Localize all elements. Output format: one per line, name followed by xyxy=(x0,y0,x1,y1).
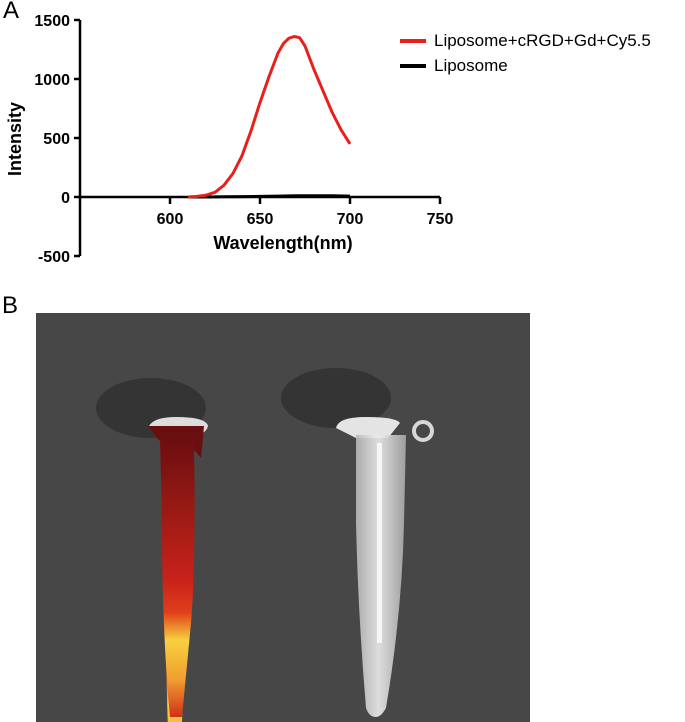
svg-text:Intensity: Intensity xyxy=(5,102,25,176)
legend-label: Liposome xyxy=(434,55,508,75)
series-line xyxy=(187,35,352,199)
series-line xyxy=(188,194,351,199)
svg-text:600: 600 xyxy=(157,211,184,228)
chart-legend: Liposome+cRGD+Gd+Cy5.5 Liposome xyxy=(400,28,651,78)
svg-text:700: 700 xyxy=(337,211,364,228)
svg-text:Wavelength(nm): Wavelength(nm) xyxy=(213,233,352,253)
legend-swatch-black xyxy=(400,63,426,68)
legend-item-cy55: Liposome+cRGD+Gd+Cy5.5 xyxy=(400,28,651,53)
panel-label-b: B xyxy=(2,292,19,319)
chart-axes: -500 0 500 1000 1500 600 650 700 750 Wavelength(n… xyxy=(5,13,453,266)
clear-tube xyxy=(336,417,434,717)
spectrum-chart: -500 0 500 1000 1500 600 650 700 750 Wavelength(n… xyxy=(5,13,453,266)
chart-series xyxy=(187,35,352,199)
svg-text:650: 650 xyxy=(247,211,274,228)
fluorescence-photo xyxy=(36,313,530,722)
panel-label-a: A xyxy=(3,0,20,24)
svg-text:1500: 1500 xyxy=(34,13,70,30)
svg-text:-500: -500 xyxy=(38,249,70,266)
svg-text:1000: 1000 xyxy=(34,72,70,89)
tube-image xyxy=(96,368,434,722)
legend-item-liposome: Liposome xyxy=(400,53,651,78)
svg-text:500: 500 xyxy=(43,131,70,148)
svg-text:750: 750 xyxy=(427,211,454,228)
legend-swatch-red xyxy=(400,38,426,43)
svg-text:0: 0 xyxy=(61,190,70,207)
legend-label: Liposome+cRGD+Gd+Cy5.5 xyxy=(434,30,651,50)
fluorescent-tube xyxy=(148,417,208,722)
